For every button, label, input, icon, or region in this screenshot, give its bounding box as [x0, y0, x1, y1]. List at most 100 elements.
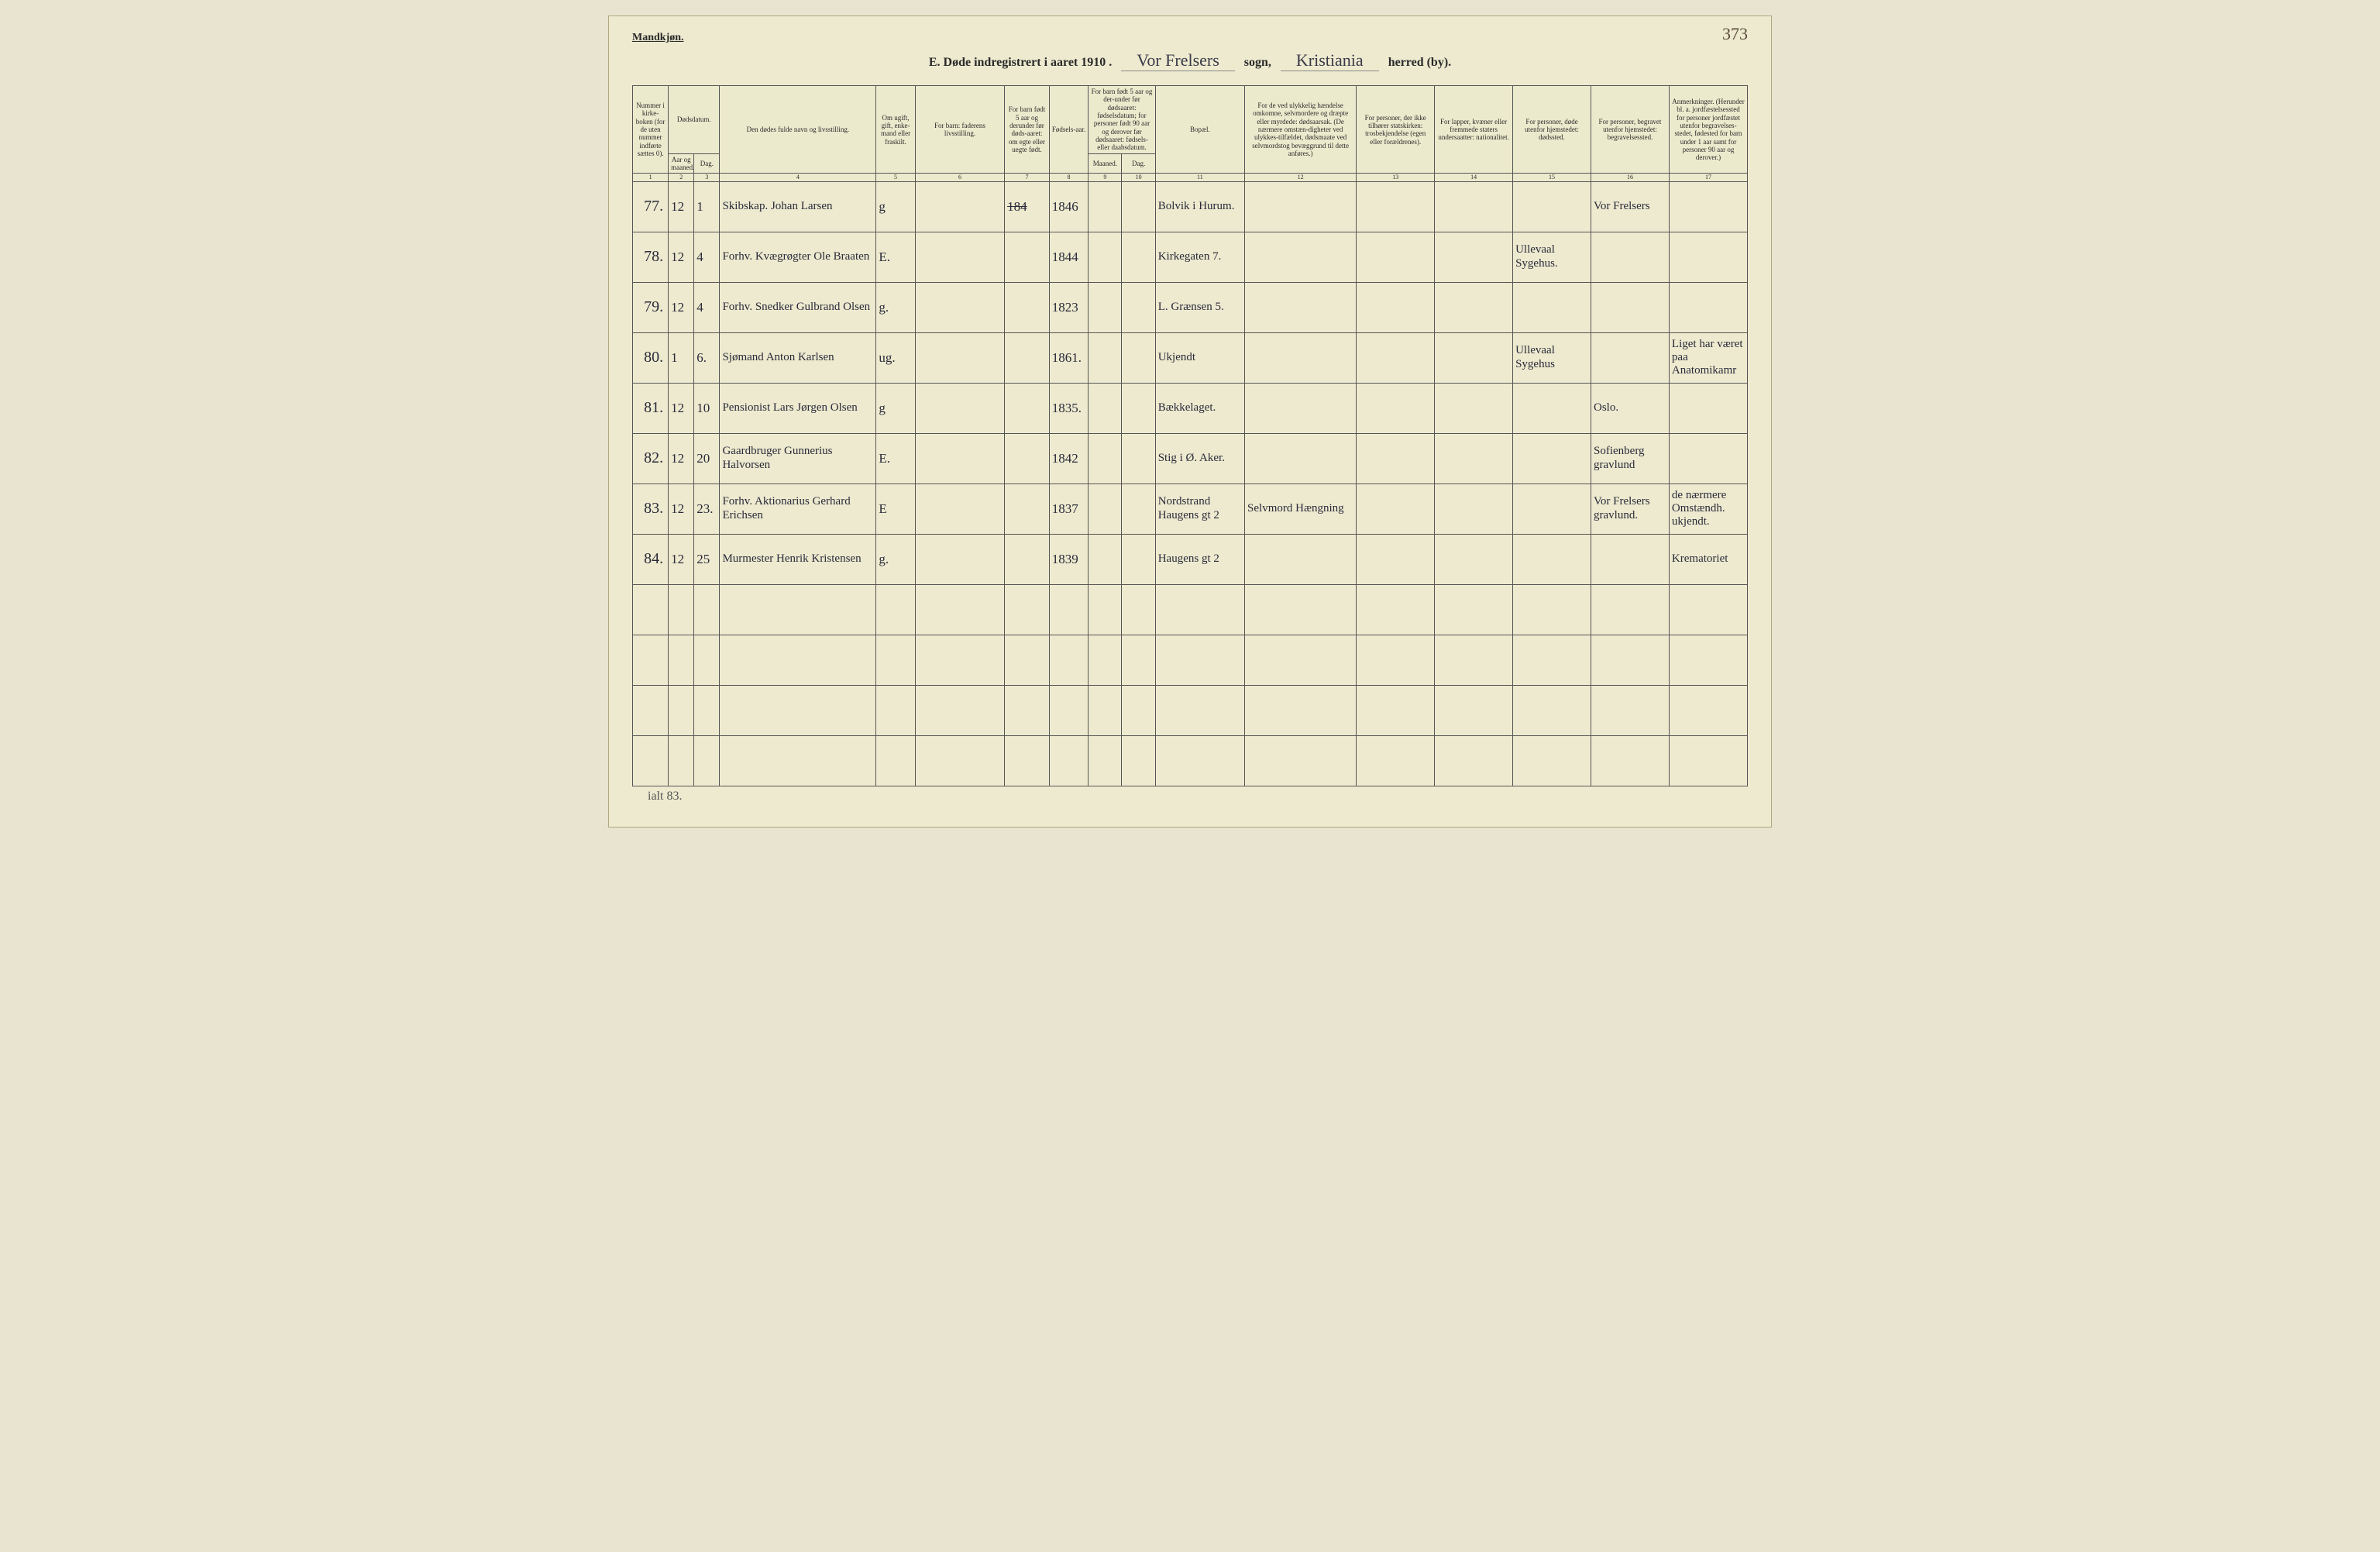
cell [1357, 232, 1435, 282]
cell [1122, 433, 1155, 483]
cell: 1823 [1049, 282, 1088, 332]
cell [1122, 232, 1155, 282]
cell [1357, 181, 1435, 232]
cell [1435, 181, 1513, 232]
cell [1005, 433, 1050, 483]
table-row: 80.16.Sjømand Anton Karlsenug.1861.Ukjen… [633, 332, 1748, 383]
cell: Forhv. Snedker Gulbrand Olsen [720, 282, 876, 332]
cell: 23. [694, 483, 720, 534]
cell [1357, 433, 1435, 483]
cell [1245, 383, 1357, 433]
title-line: E. Døde indregistrert i aaret 1910 . Vor… [632, 50, 1748, 71]
cell: Vor Frelsers [1591, 181, 1670, 232]
cell [1089, 332, 1122, 383]
cell: E. [876, 232, 915, 282]
cell: Liget har været paa Anatomikamr [1669, 332, 1747, 383]
cell: 1839 [1049, 534, 1088, 584]
cell: Oslo. [1591, 383, 1670, 433]
cell: 1844 [1049, 232, 1088, 282]
cell [1245, 232, 1357, 282]
cell [1513, 483, 1591, 534]
cell: Haugens gt 2 [1155, 534, 1244, 584]
cell [1669, 181, 1747, 232]
cell: 4 [694, 282, 720, 332]
ledger-table: Nummer i kirke-boken (for de uten nummer… [632, 85, 1748, 786]
cell [915, 483, 1004, 534]
cell: 79. [633, 282, 669, 332]
cell: Vor Frelsers gravlund. [1591, 483, 1670, 534]
cell [1435, 483, 1513, 534]
cell [1089, 534, 1122, 584]
table-row: 81.1210Pensionist Lars Jørgen Olseng1835… [633, 383, 1748, 433]
cell: 12 [669, 282, 694, 332]
cell: Sjømand Anton Karlsen [720, 332, 876, 383]
cell: 1 [694, 181, 720, 232]
cell: 1837 [1049, 483, 1088, 534]
cell [1122, 534, 1155, 584]
cell: Skibskap. Johan Larsen [720, 181, 876, 232]
h-tro: For personer, der ikke tilhører statskir… [1357, 86, 1435, 174]
cell: 1846 [1049, 181, 1088, 232]
cell: g [876, 181, 915, 232]
cell [1513, 181, 1591, 232]
cell [1435, 383, 1513, 433]
cell [1435, 282, 1513, 332]
cell: g. [876, 534, 915, 584]
cell: Krematoriet [1669, 534, 1747, 584]
cell [1245, 534, 1357, 584]
cell [915, 433, 1004, 483]
cell: 12 [669, 534, 694, 584]
page-number: 373 [1722, 24, 1748, 44]
cell: Selvmord Hængning [1245, 483, 1357, 534]
cell [1245, 282, 1357, 332]
cell: Ullevaal Sygehus [1513, 332, 1591, 383]
cell [915, 332, 1004, 383]
h-fodselsdatum: For barn født 5 aar og der-under før død… [1089, 86, 1155, 154]
h-dag2: Dag. [1122, 153, 1155, 174]
cell: Forhv. Aktionarius Gerhard Erichsen [720, 483, 876, 534]
table-body: 77.121Skibskap. Johan Larseng1841846Bolv… [633, 181, 1748, 786]
cell: 6. [694, 332, 720, 383]
table-row-blank [633, 635, 1748, 685]
table-row: 78.124Forhv. Kvægrøgter Ole BraatenE.184… [633, 232, 1748, 282]
cell [1435, 232, 1513, 282]
h-egte: For barn født 5 aar og derunder før døds… [1005, 86, 1050, 174]
cell: 12 [669, 483, 694, 534]
cell [915, 534, 1004, 584]
table-row-blank [633, 735, 1748, 786]
district-name: Kristiania [1281, 50, 1379, 71]
cell [915, 282, 1004, 332]
cell: 81. [633, 383, 669, 433]
cell [1591, 232, 1670, 282]
cell: Gaardbruger Gunnerius Halvorsen [720, 433, 876, 483]
label-sogn: sogn, [1244, 56, 1271, 70]
ledger-page: 373 Mandkjøn. E. Døde indregistrert i aa… [608, 15, 1772, 828]
cell: 84. [633, 534, 669, 584]
cell [1245, 181, 1357, 232]
cell [1669, 433, 1747, 483]
h-bopael: Bopæl. [1155, 86, 1244, 174]
cell: Stig i Ø. Aker. [1155, 433, 1244, 483]
cell: 1842 [1049, 433, 1088, 483]
cell [1513, 383, 1591, 433]
table-row-blank [633, 685, 1748, 735]
cell: Murmester Henrik Kristensen [720, 534, 876, 584]
table-row: 77.121Skibskap. Johan Larseng1841846Bolv… [633, 181, 1748, 232]
cell [1357, 534, 1435, 584]
cell [1089, 232, 1122, 282]
cell: 1861. [1049, 332, 1088, 383]
table-row: 79.124Forhv. Snedker Gulbrand Olseng.182… [633, 282, 1748, 332]
cell [915, 232, 1004, 282]
cell [1513, 282, 1591, 332]
cell: g [876, 383, 915, 433]
cell: 80. [633, 332, 669, 383]
cell [1122, 483, 1155, 534]
cell [1089, 383, 1122, 433]
cell: 25 [694, 534, 720, 584]
cell: de nærmere Omstændh. ukjendt. [1669, 483, 1747, 534]
cell: 12 [669, 232, 694, 282]
cell: Kirkegaten 7. [1155, 232, 1244, 282]
cell: 4 [694, 232, 720, 282]
h-maaned: Maaned. [1089, 153, 1122, 174]
cell [1513, 433, 1591, 483]
